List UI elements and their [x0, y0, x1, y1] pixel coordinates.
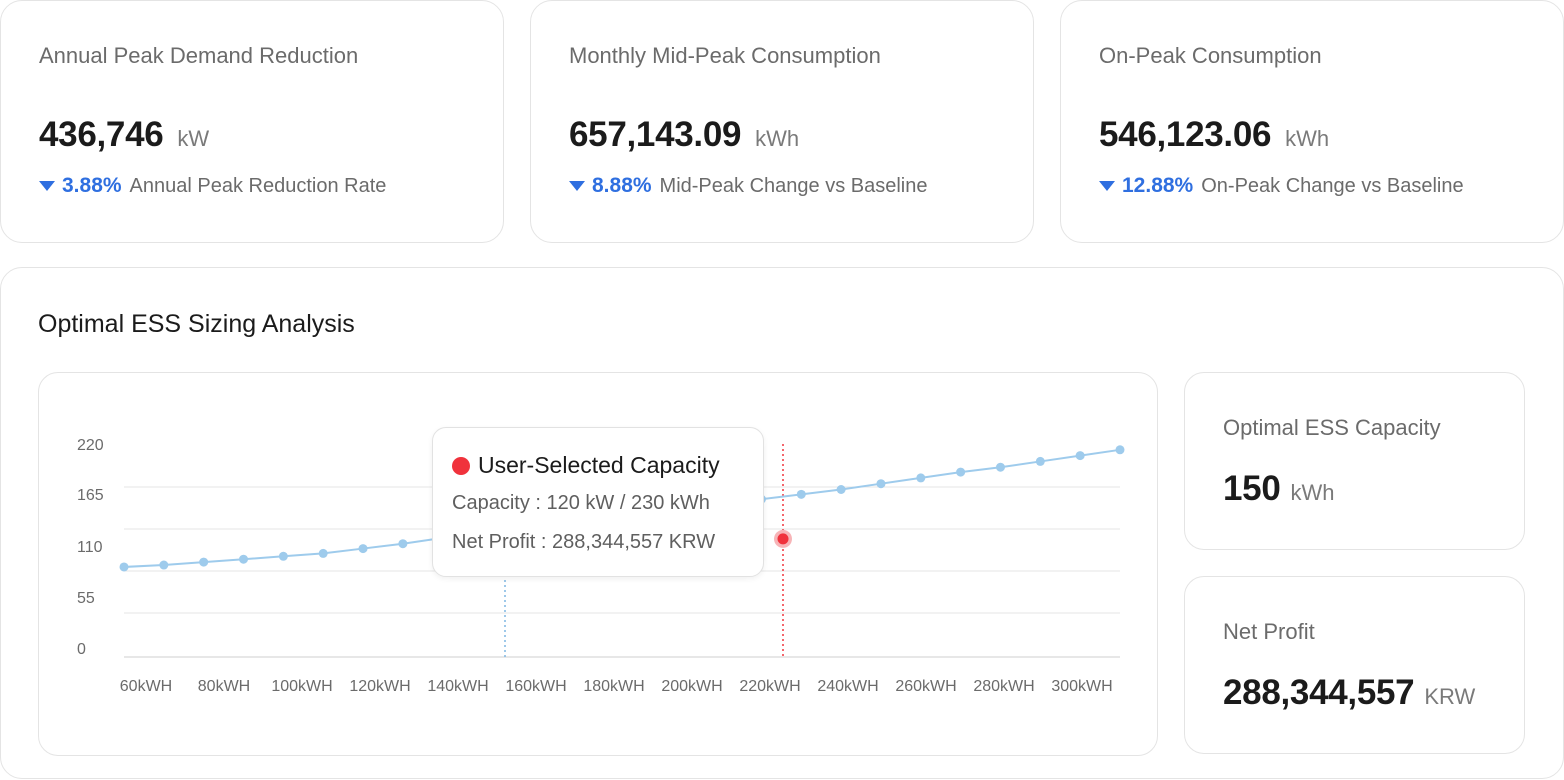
optimal-capacity-value: 150 — [1223, 469, 1281, 508]
kpi-value: 657,143.09 — [569, 115, 742, 154]
x-tick-label: 160kWH — [505, 678, 566, 695]
optimal-capacity-unit: kWh — [1290, 480, 1335, 505]
net-profit-unit: KRW — [1424, 684, 1476, 709]
y-tick-label: 165 — [77, 487, 104, 504]
data-point — [278, 551, 288, 561]
kpi-value: 546,123.06 — [1099, 115, 1272, 154]
kpi-change-label: Annual Peak Reduction Rate — [129, 174, 387, 197]
x-tick-label: 140kWH — [427, 678, 488, 695]
tooltip-net-profit: Net Profit : 288,344,557 KRW — [452, 531, 716, 553]
data-point — [1075, 451, 1085, 461]
net-profit-card: Net Profit 288,344,557 KRW — [1184, 576, 1525, 754]
optimal-capacity-value-row: 150 kWh — [1223, 469, 1335, 509]
net-profit-value: 288,344,557 — [1223, 673, 1415, 712]
x-tick-label: 120kWH — [349, 678, 410, 695]
kpi-change-row: 3.88% Annual Peak Reduction Rate — [39, 174, 386, 198]
data-point — [119, 562, 129, 572]
data-point — [1035, 456, 1045, 466]
kpi-value: 436,746 — [39, 115, 164, 154]
data-point — [159, 560, 169, 570]
data-point — [199, 557, 209, 567]
kpi-change-label: On-Peak Change vs Baseline — [1201, 174, 1464, 197]
x-tick-label: 280kWH — [973, 678, 1034, 695]
kpi-unit: kWh — [755, 126, 800, 151]
data-point — [796, 489, 806, 499]
kpi-title: Annual Peak Demand Reduction — [39, 43, 359, 68]
x-tick-label: 60kWH — [120, 678, 172, 695]
net-profit-title: Net Profit — [1223, 619, 1315, 644]
x-tick-label: 80kWH — [198, 678, 250, 695]
kpi-card-on-peak: On-Peak Consumption 546,123.06 kWh 12.88… — [1060, 0, 1564, 243]
red-dot-icon — [452, 456, 470, 475]
kpi-change-row: 12.88% On-Peak Change vs Baseline — [1099, 174, 1464, 198]
x-tick-label: 260kWH — [895, 678, 956, 695]
kpi-unit: kWh — [1285, 126, 1330, 151]
kpi-value-row: 436,746 kW — [39, 115, 209, 155]
optimal-capacity-card: Optimal ESS Capacity 150 kWh — [1184, 372, 1525, 550]
triangle-down-icon — [1099, 181, 1115, 191]
net-profit-value-row: 288,344,557 KRW — [1223, 673, 1475, 713]
triangle-down-icon — [569, 181, 585, 191]
x-tick-label: 200kWH — [661, 678, 722, 695]
kpi-title: On-Peak Consumption — [1099, 43, 1322, 68]
kpi-value-row: 546,123.06 kWh — [1099, 115, 1329, 155]
selected-capacity-tooltip: User-Selected Capacity Capacity : 120 kW… — [432, 427, 764, 577]
data-point — [398, 539, 408, 549]
data-point — [358, 544, 368, 554]
kpi-change-label: Mid-Peak Change vs Baseline — [659, 174, 928, 197]
section-title: Optimal ESS Sizing Analysis — [38, 310, 355, 338]
data-point — [836, 485, 846, 495]
kpi-unit: kW — [177, 126, 210, 151]
x-tick-label: 100kWH — [271, 678, 332, 695]
data-point — [995, 462, 1005, 472]
data-point — [956, 467, 966, 477]
y-tick-label: 0 — [77, 641, 86, 658]
optimal-capacity-title: Optimal ESS Capacity — [1223, 415, 1441, 440]
kpi-title: Monthly Mid-Peak Consumption — [569, 43, 881, 68]
triangle-down-icon — [39, 181, 55, 191]
kpi-value-row: 657,143.09 kWh — [569, 115, 799, 155]
x-tick-label: 300kWH — [1051, 678, 1112, 695]
y-tick-label: 110 — [77, 539, 103, 556]
data-point — [916, 473, 926, 483]
kpi-card-mid-peak: Monthly Mid-Peak Consumption 657,143.09 … — [530, 0, 1034, 243]
kpi-change-pct: 3.88% — [62, 174, 122, 197]
tooltip-capacity: Capacity : 120 kW / 230 kWh — [452, 492, 710, 514]
tooltip-header: User-Selected Capacity — [452, 452, 720, 479]
kpi-change-pct: 8.88% — [592, 174, 652, 197]
data-point — [876, 479, 886, 489]
data-point — [318, 548, 328, 558]
x-tick-label: 240kWH — [817, 678, 878, 695]
data-point — [239, 554, 249, 564]
kpi-change-pct: 12.88% — [1122, 174, 1194, 197]
y-tick-label: 220 — [77, 437, 104, 454]
x-tick-label: 180kWH — [583, 678, 644, 695]
kpi-card-peak-reduction: Annual Peak Demand Reduction 436,746 kW … — [0, 0, 504, 243]
y-tick-label: 55 — [77, 590, 95, 607]
kpi-change-row: 8.88% Mid-Peak Change vs Baseline — [569, 174, 927, 198]
data-point — [1115, 445, 1125, 455]
selected-point — [777, 533, 789, 545]
tooltip-title: User-Selected Capacity — [478, 452, 720, 478]
x-tick-label: 220kWH — [739, 678, 800, 695]
